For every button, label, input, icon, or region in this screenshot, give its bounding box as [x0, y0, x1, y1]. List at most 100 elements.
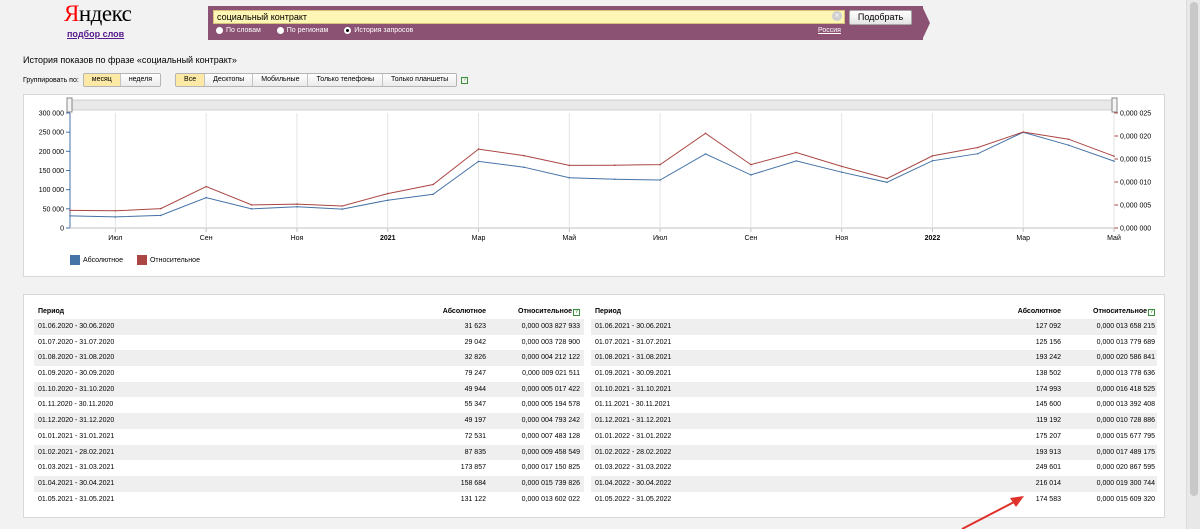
data-point-relative [160, 207, 162, 210]
cell-absolute: 49 197 [464, 417, 486, 425]
cell-period: 01.01.2022 - 31.01.2022 [595, 432, 672, 440]
table-row: 01.12.2020 - 31.12.2020 49 197 0,000 004 7… [34, 413, 584, 429]
data-point-relative [750, 163, 752, 166]
help-icon[interactable]: ? [461, 76, 469, 84]
x-tick-label: Май [562, 234, 576, 242]
table-row: 01.06.2020 - 30.06.2020 31 623 0,000 003 8… [34, 319, 584, 335]
cell-relative: 0,000 009 021 511 [522, 370, 580, 378]
header-relative: Относительное? [1065, 305, 1155, 319]
cell-absolute: 131 122 [460, 495, 486, 503]
red-arrow-annotation [961, 496, 1024, 529]
radio-dot [276, 27, 284, 34]
device-phones[interactable]: Только телефоны [308, 74, 383, 86]
device-desktop[interactable]: Десктопы [205, 74, 254, 86]
y-left-tick-label: 300 000 [39, 111, 64, 118]
y-left-tick-label: 100 000 [39, 187, 64, 194]
cell-relative: 0,000 017 150 825 [521, 464, 580, 472]
data-point-absolute [205, 196, 207, 199]
legend-absolute[interactable]: Абсолютное [70, 255, 123, 265]
page-scrollbar[interactable] [1186, 0, 1200, 529]
radio-label: История запросов [354, 27, 414, 34]
navigator-strip [69, 99, 1115, 111]
scrollbar-thumb[interactable] [1190, 2, 1198, 496]
x-tick-label: Ноя [291, 235, 304, 242]
y-left-tick-label: 50 000 [43, 206, 65, 213]
cell-relative: 0,000 016 418 525 [1096, 385, 1155, 393]
x-tick-label: Июл [653, 235, 667, 242]
table-row: 01.08.2021 - 31.08.2021 193 242 0,000 020 … [591, 350, 1157, 367]
table-row: 01.01.2022 - 31.01.2022 175 207 0,000 015 … [591, 429, 1157, 445]
x-tick-label: Сен [200, 235, 213, 242]
cell-relative: 0,000 013 778 636 [1096, 370, 1155, 378]
y-left-tick-label: 0 [60, 226, 64, 233]
table-row: 01.12.2021 - 31.12.2021 119 192 0,000 010 … [591, 413, 1157, 429]
help-icon[interactable]: ? [573, 309, 580, 316]
cell-absolute: 72 531 [464, 432, 486, 440]
data-point-absolute [114, 216, 117, 218]
cell-period: 01.09.2020 - 30.09.2020 [38, 370, 115, 378]
y-right-tick-label: 0,000 005 [1120, 203, 1151, 210]
history-table-panel: Период Абсолютное Относительное? 01.06.2… [23, 294, 1165, 518]
cell-period: 01.11.2020 - 30.11.2020 [38, 401, 114, 409]
cell-relative: 0,000 005 194 578 [521, 401, 580, 409]
data-point-relative [250, 204, 253, 206]
device-switch: Все Десктопы Мобильные Только телефоны Т… [175, 73, 458, 87]
cell-absolute: 125 156 [1035, 338, 1061, 346]
cell-relative: 0,000 009 458 549 [521, 448, 580, 456]
cell-absolute: 193 242 [1035, 354, 1061, 362]
cell-period: 01.04.2022 - 30.04.2022 [595, 479, 672, 487]
history-table-right: Период Абсолютное Относительное? 01.06.2… [591, 305, 1157, 507]
cell-relative: 0,000 004 212 122 [521, 354, 580, 362]
grouping-row: Группировать по: месяц неделя Все Дескто… [23, 73, 469, 87]
cell-absolute: 32 826 [464, 354, 486, 362]
x-tick-label: Сен [744, 235, 757, 242]
search-input[interactable]: социальный контракт [213, 10, 845, 24]
data-point-absolute [1113, 160, 1115, 162]
cell-period: 01.03.2021 - 31.03.2021 [38, 464, 115, 472]
wordstat-link[interactable]: подбор слов [67, 29, 125, 39]
data-point-absolute [432, 193, 434, 196]
chart-legend: Абсолютное Относительное [70, 255, 214, 265]
legend-relative[interactable]: Относительное [136, 255, 200, 265]
cell-absolute: 138 502 [1035, 370, 1061, 378]
y-right-tick-label: 0,000 020 [1120, 134, 1151, 141]
cell-absolute: 31 623 [464, 323, 486, 330]
search-mode-radios: По словам По регионам История запросов [216, 27, 427, 37]
y-right-tick-label: 0,000 015 [1120, 157, 1151, 164]
period-week[interactable]: неделя [120, 74, 161, 86]
period-month[interactable]: месяц [83, 74, 121, 86]
help-icon[interactable]: ? [1148, 309, 1155, 316]
navigator-handle-left [66, 97, 73, 113]
cell-period: 01.01.2021 - 31.01.2021 [38, 432, 115, 440]
cell-absolute: 216 014 [1035, 479, 1061, 487]
cell-period: 01.12.2021 - 31.12.2021 [595, 417, 672, 425]
cell-period: 01.09.2021 - 30.09.2021 [595, 370, 672, 378]
device-tablets[interactable]: Только планшеты [382, 74, 457, 86]
data-point-relative [931, 155, 934, 157]
cell-period: 01.08.2021 - 31.08.2021 [595, 354, 672, 362]
radio-by-words[interactable]: По словам [216, 27, 261, 34]
radio-history[interactable]: История запросов [344, 27, 413, 34]
device-mobile[interactable]: Мобильные [253, 74, 309, 86]
cell-relative: 0,000 019 300 744 [1096, 479, 1155, 487]
device-all[interactable]: Все [176, 74, 206, 86]
header-period: Период [38, 308, 65, 315]
legend-label: Абсолютное [83, 256, 123, 264]
history-title: История показов по фразе «социальный кон… [23, 55, 237, 65]
data-point-relative [477, 148, 480, 150]
region-link[interactable]: Россия [818, 27, 841, 34]
y-right-tick-label: 0,000 000 [1120, 226, 1151, 233]
table-row: 01.11.2021 - 30.11.2021 145 600 0,000 013 … [591, 397, 1157, 413]
yandex-logo[interactable]: Яндекс [64, 0, 132, 28]
cell-absolute: 55 347 [464, 401, 486, 409]
data-point-relative [659, 163, 661, 166]
radio-by-regions[interactable]: По регионам [276, 27, 328, 34]
cell-period: 01.03.2022 - 31.03.2022 [595, 464, 672, 472]
header-relative: Относительное? [494, 305, 580, 319]
clear-icon[interactable]: × [832, 11, 842, 21]
search-button[interactable]: Подобрать [849, 10, 912, 25]
data-point-absolute [160, 214, 162, 217]
table-row: 01.09.2021 - 30.09.2021 138 502 0,000 013 … [591, 366, 1157, 382]
series-line-absolute [69, 131, 1115, 218]
cell-relative: 0,000 013 779 689 [1096, 338, 1155, 346]
